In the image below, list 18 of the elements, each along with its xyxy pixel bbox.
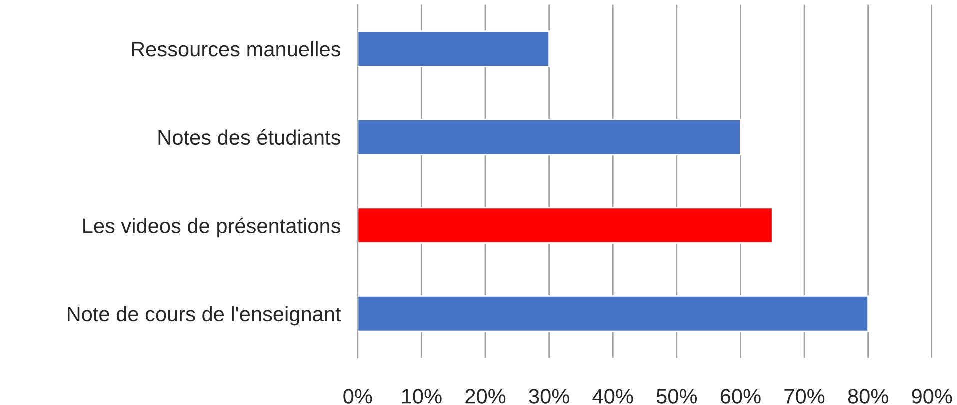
x-tick-label: 40% xyxy=(592,389,634,404)
y-tick-label: Les videos de présentations xyxy=(84,218,341,238)
y-tick-label: Note de cours de l'enseignant xyxy=(68,306,342,326)
x-tick-label: 60% xyxy=(720,389,761,404)
x-tick-label: 20% xyxy=(466,389,506,404)
bar xyxy=(358,30,550,68)
bar xyxy=(358,207,774,244)
bar xyxy=(358,118,742,156)
y-tick-label: Ressources manuelles xyxy=(132,41,341,57)
x-tick-label: 10% xyxy=(402,389,442,404)
x-tick-label: 80% xyxy=(848,389,888,404)
x-tick-label: 30% xyxy=(529,389,570,404)
x-tick-label: 0% xyxy=(344,389,372,404)
x-tick-label: 90% xyxy=(912,389,952,404)
y-tick-label: Notes des étudiants xyxy=(158,130,341,146)
x-tick-label: 50% xyxy=(656,389,698,404)
x-tick-label: 70% xyxy=(784,389,825,404)
bar xyxy=(358,296,870,332)
